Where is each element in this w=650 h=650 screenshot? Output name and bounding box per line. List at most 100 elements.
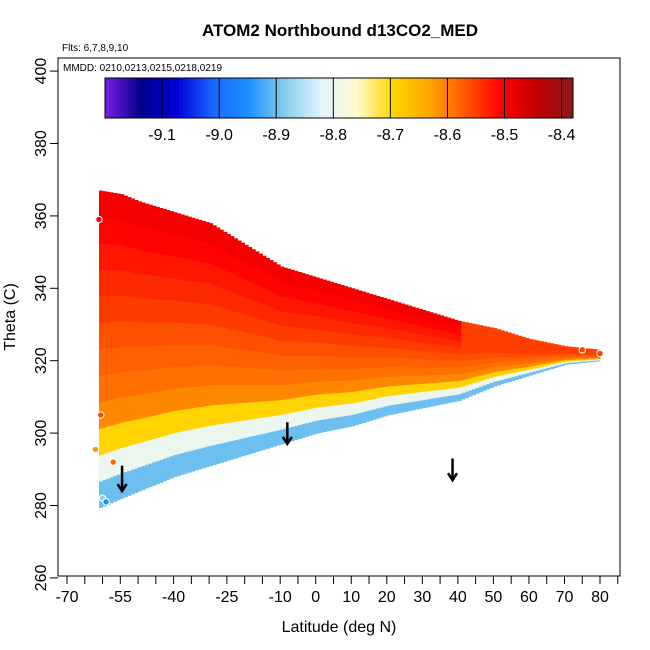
heatmap-cell — [344, 309, 349, 322]
heatmap-cell — [511, 376, 516, 382]
heatmap-cell — [276, 324, 281, 341]
colorbar-segment — [498, 78, 504, 118]
heatmap-cell — [202, 241, 206, 263]
heatmap-cell — [166, 434, 171, 458]
heatmap-cell — [532, 371, 537, 375]
heatmap-cell — [422, 326, 427, 335]
heatmap-cell — [337, 283, 341, 297]
heatmap-cell — [447, 345, 452, 354]
heatmap-cell — [187, 408, 192, 430]
colorbar-segment — [417, 78, 422, 118]
heatmap-cell — [475, 353, 480, 360]
heatmap-cell — [511, 341, 516, 346]
colorbar-segment — [315, 78, 320, 118]
heatmap-cell — [358, 312, 363, 325]
heatmap-cell — [223, 231, 228, 252]
heatmap-cell — [191, 238, 196, 261]
heatmap-cell — [564, 362, 569, 365]
heatmap-cell — [141, 202, 146, 227]
heatmap-cell — [582, 356, 587, 359]
heatmap-cell — [216, 266, 221, 287]
heatmap-cell — [98, 349, 103, 376]
heatmap-cell — [511, 368, 516, 374]
heatmap-cell — [514, 368, 519, 373]
heatmap-cell — [440, 330, 445, 339]
heatmap-cell — [422, 375, 427, 384]
colorbar-segment — [136, 78, 141, 118]
heatmap-cell — [315, 368, 320, 382]
heatmap-cell — [262, 320, 267, 337]
heatmap-cell — [209, 283, 214, 305]
heatmap-cell — [592, 352, 597, 354]
heatmap-cell — [315, 277, 320, 291]
heatmap-cell — [241, 331, 246, 350]
heatmap-cell — [198, 406, 203, 428]
heatmap-cell — [113, 321, 118, 348]
heatmap-cell — [550, 364, 555, 367]
heatmap-cell — [507, 348, 512, 354]
heatmap-cell — [365, 324, 370, 336]
heatmap-cell — [173, 388, 178, 411]
heatmap-cell — [127, 445, 132, 471]
heatmap-cell — [255, 368, 260, 386]
heatmap-cell — [145, 298, 150, 323]
heatmap-cell — [354, 390, 359, 403]
heatmap-cell — [209, 364, 214, 386]
heatmap-cell — [425, 343, 430, 352]
heatmap-cell — [202, 406, 206, 428]
heatmap-cell — [592, 353, 597, 355]
heatmap-cell — [429, 343, 434, 352]
heatmap-cell — [553, 347, 558, 351]
colorbar-segment — [264, 78, 270, 118]
heatmap-cell — [202, 385, 206, 407]
heatmap-cell — [251, 249, 256, 267]
heatmap-cell — [408, 366, 413, 377]
heatmap-cell — [482, 363, 487, 370]
heatmap-cell — [411, 358, 416, 368]
heatmap-cell — [415, 324, 420, 334]
heatmap-cell — [319, 406, 324, 420]
heatmap-cell — [333, 356, 338, 369]
heatmap-cell — [468, 329, 473, 336]
arrow-annotations — [116, 422, 459, 494]
heatmap-cell — [486, 352, 491, 359]
heatmap-cell — [333, 343, 338, 357]
heatmap-cell — [351, 345, 356, 358]
heatmap-cell — [177, 300, 182, 323]
heatmap-cell — [386, 328, 391, 339]
heatmap-cell — [148, 204, 153, 229]
heatmap-cell — [198, 365, 203, 387]
heatmap-cell — [120, 320, 125, 347]
heatmap-cell — [159, 345, 164, 369]
colorbar-segment — [444, 78, 449, 118]
heatmap-cell — [290, 312, 295, 328]
heatmap-cell — [308, 301, 313, 316]
data-point — [102, 498, 110, 506]
heatmap-cell — [155, 437, 160, 462]
heatmap-cell — [543, 351, 548, 355]
heatmap-cell — [241, 242, 246, 261]
heatmap-cell — [255, 434, 260, 452]
heatmap-cell — [184, 430, 189, 453]
heatmap-cell — [461, 347, 466, 355]
heatmap-cell — [354, 289, 359, 302]
heatmap-cell — [148, 251, 153, 276]
colorbar-segment — [167, 78, 172, 118]
heatmap-cell — [518, 374, 523, 379]
heatmap-cell — [123, 296, 128, 322]
heatmap-cell — [340, 285, 345, 298]
heatmap-cell — [479, 325, 484, 332]
heatmap-cell — [443, 359, 448, 368]
heatmap-cell — [155, 253, 160, 277]
heatmap-cell — [571, 351, 576, 353]
heatmap-cell — [326, 380, 331, 394]
heatmap-cell — [177, 278, 182, 302]
heatmap-cell — [301, 314, 306, 329]
heatmap-cell — [475, 330, 480, 337]
colorbar-segment — [526, 78, 531, 118]
heatmap-cell — [436, 367, 441, 376]
colorbar-segment — [249, 78, 254, 118]
heatmap-cell — [440, 352, 445, 361]
heatmap-cell — [354, 334, 359, 347]
heatmap-cell — [432, 382, 437, 391]
